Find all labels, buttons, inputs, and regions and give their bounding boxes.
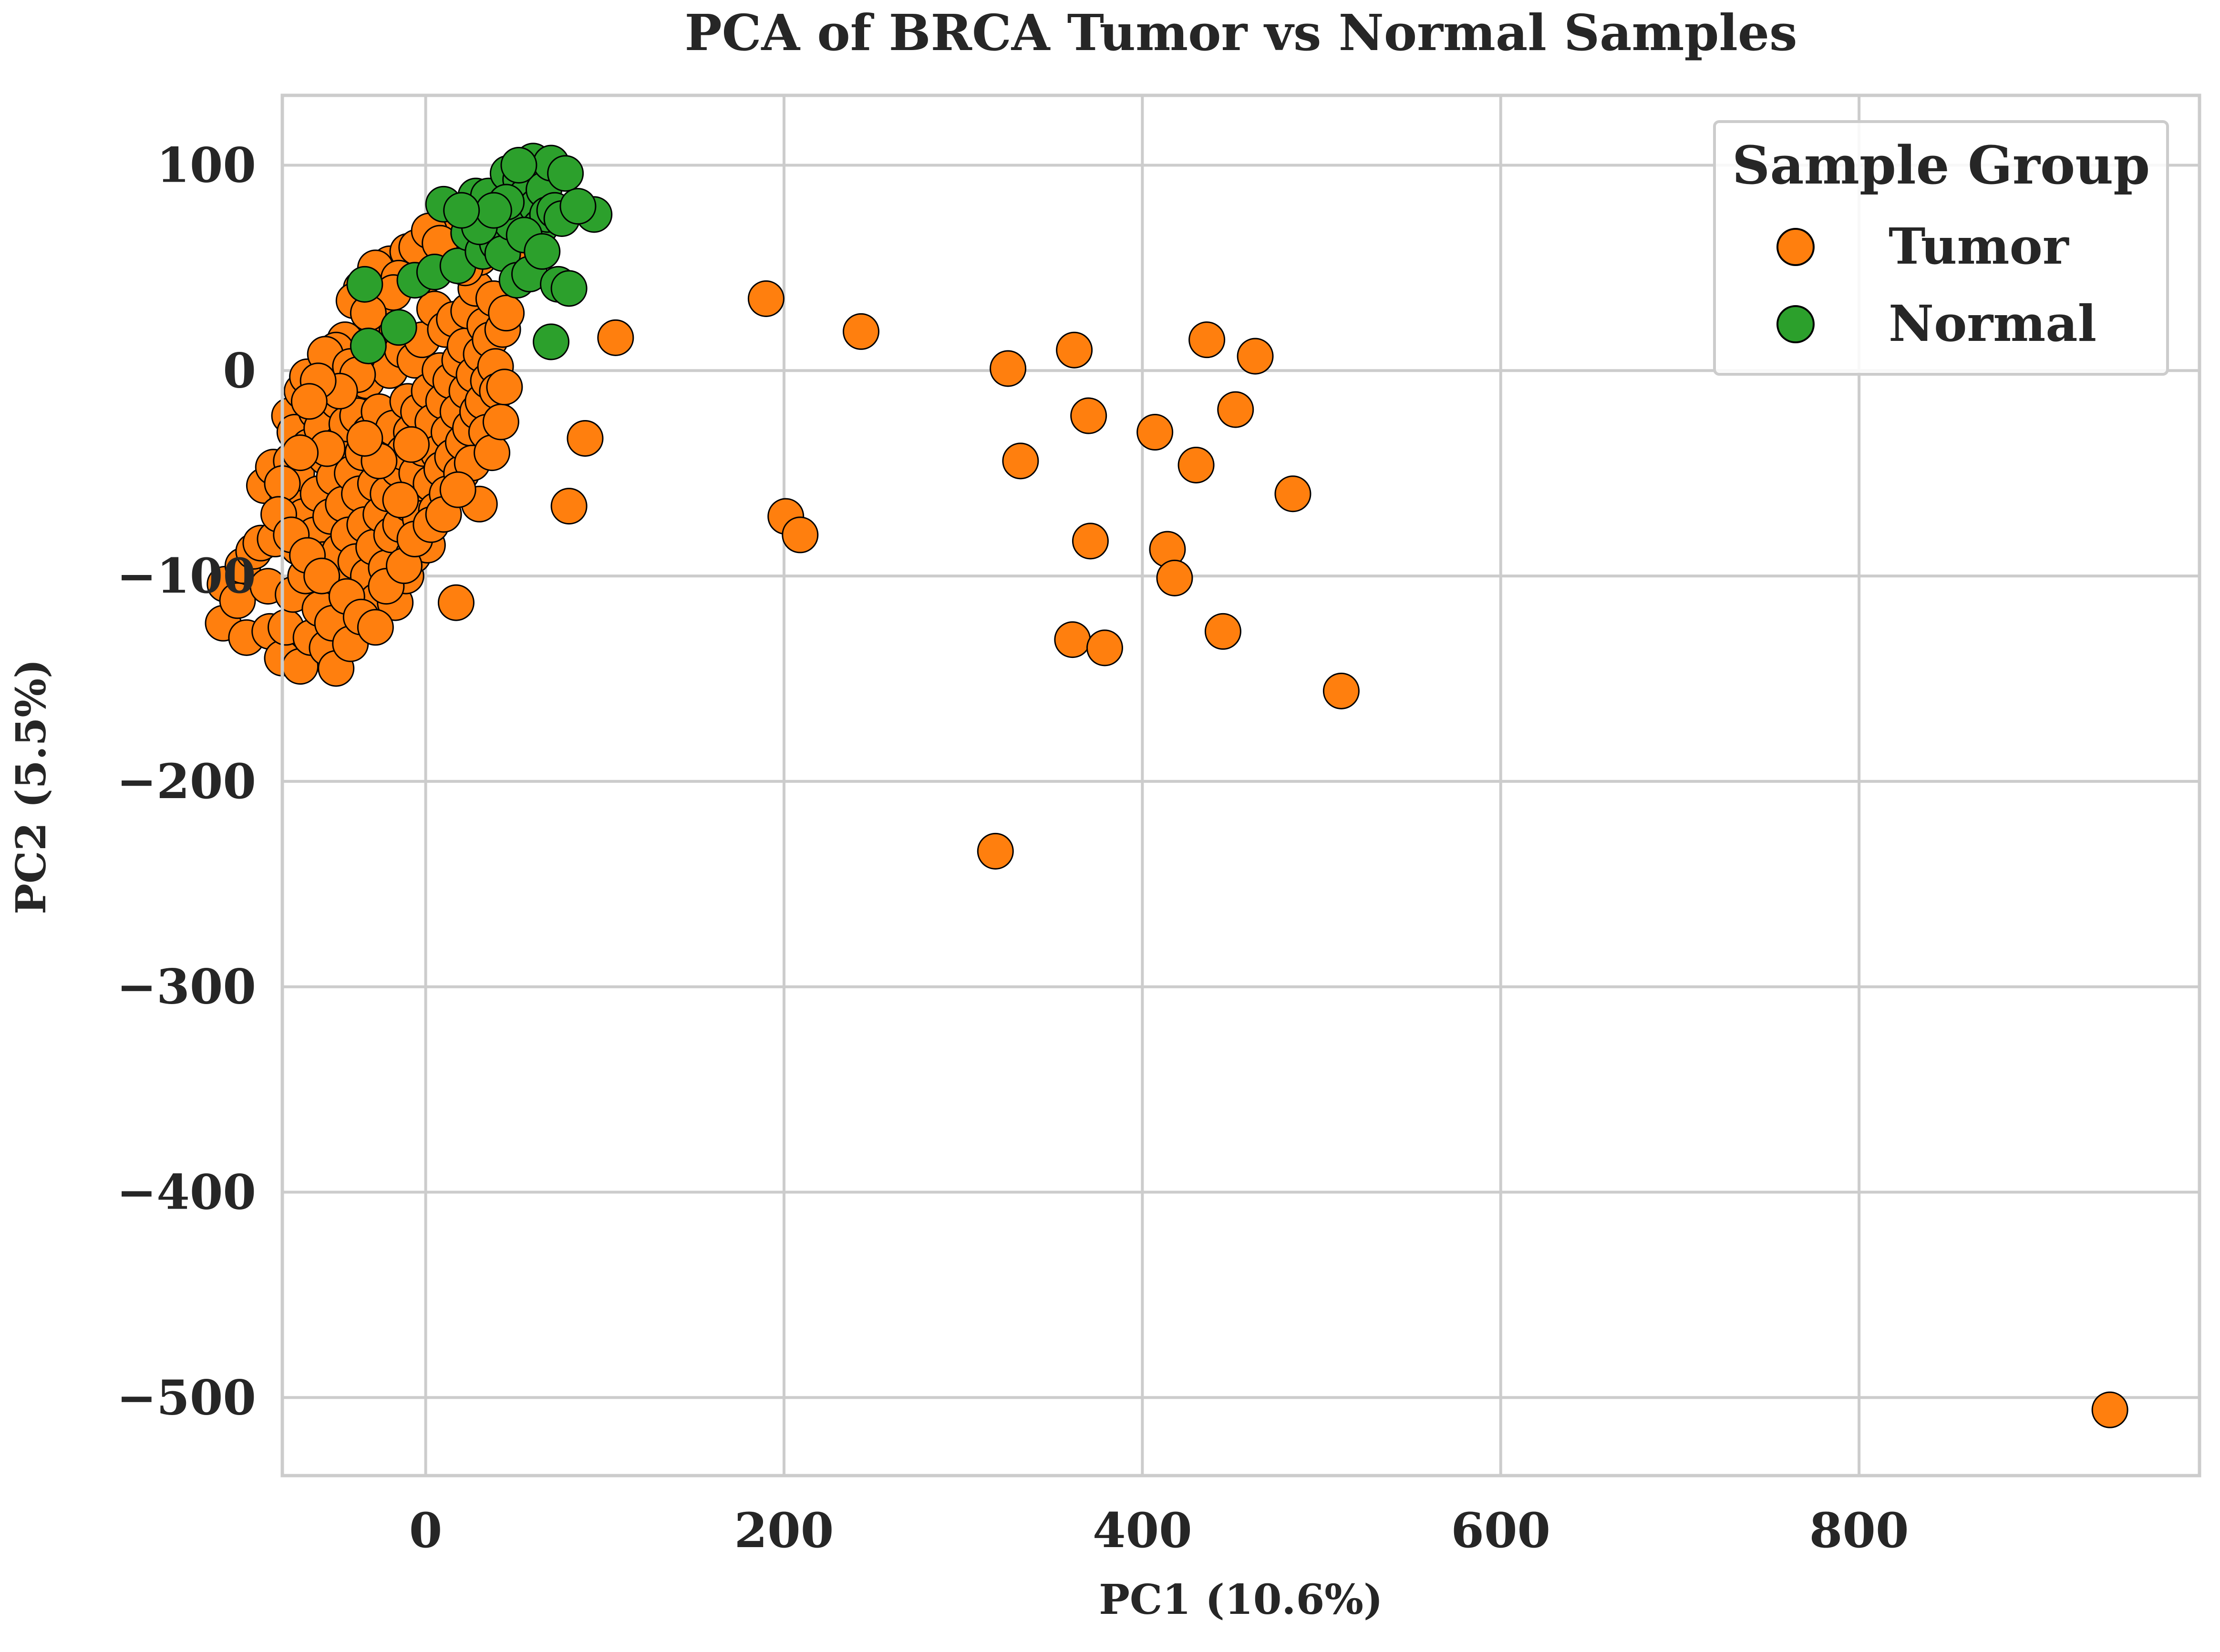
tumor-point [782, 516, 819, 554]
legend-label-tumor: Tumor [1889, 217, 2069, 276]
tumor-point [2091, 1391, 2128, 1428]
normal-point [443, 192, 480, 229]
normal-point [346, 266, 383, 303]
legend-marker-normal [1776, 305, 1815, 343]
normal-point [500, 146, 537, 184]
tumor-point [482, 403, 519, 441]
tumor-point [486, 369, 523, 406]
tumor-point [1056, 331, 1093, 369]
y-tick-label: −400 [116, 1164, 256, 1220]
tumor-point [1072, 523, 1109, 560]
tumor-point [393, 426, 430, 463]
tumor-point [597, 319, 634, 356]
tumor-point [474, 434, 511, 472]
tumor-point [1274, 475, 1311, 513]
x-tick-label: 400 [1093, 1502, 1192, 1559]
legend-label-normal: Normal [1889, 294, 2096, 353]
chart-title: PCA of BRCA Tumor vs Normal Samples [684, 3, 1797, 62]
x-tick-label: 800 [1809, 1502, 1909, 1559]
tumor-point [357, 609, 394, 646]
scatter-points [205, 143, 2128, 1428]
plot-frame [280, 93, 2201, 1478]
tumor-point [1177, 446, 1215, 483]
legend-title: Sample Group [1732, 134, 2150, 196]
tumor-point [747, 280, 785, 317]
tumor-point [1217, 391, 1254, 428]
tumor-point [382, 482, 419, 519]
tumor-point [290, 383, 328, 420]
tumor-point [977, 832, 1014, 870]
tumor-point [1070, 397, 1107, 434]
tumor-point [1054, 621, 1091, 658]
tumor-point [1002, 442, 1039, 480]
legend-marker-tumor [1776, 228, 1815, 266]
normal-point [350, 328, 387, 365]
series-tumor [205, 212, 2128, 1428]
grid-lines [282, 95, 2199, 1476]
tumor-point [1322, 672, 1360, 709]
y-tick-label: −500 [116, 1369, 256, 1426]
normal-point [550, 270, 588, 307]
normal-point [533, 323, 570, 360]
tumor-point [990, 350, 1027, 387]
tumor-point [1136, 414, 1174, 451]
y-tick-label: −200 [116, 753, 256, 810]
x-tick-label: 200 [734, 1502, 834, 1559]
tumor-point [567, 420, 604, 457]
tumor-point [303, 557, 341, 595]
tumor-point [282, 434, 319, 472]
y-tick-label: −300 [116, 959, 256, 1015]
tumor-point [1237, 338, 1274, 375]
tumor-point [488, 295, 525, 332]
tumor-point [439, 471, 476, 508]
tumor-point [1188, 321, 1226, 359]
x-axis-label: PC1 (10.6%) [1099, 1576, 1383, 1624]
normal-point [475, 192, 512, 229]
normal-point [547, 155, 584, 192]
normal-point [380, 309, 417, 346]
tumor-point [1156, 559, 1193, 596]
legend-frame [1713, 120, 2169, 376]
y-tick-label: 100 [156, 137, 256, 193]
x-tick-label: 0 [409, 1502, 443, 1559]
y-tick-label: −100 [116, 548, 256, 604]
tumor-point [1204, 613, 1241, 650]
series-normal [346, 143, 613, 365]
normal-point [559, 188, 597, 225]
tumor-point [550, 488, 588, 525]
tumor-point [437, 584, 475, 621]
tumor-point [843, 313, 880, 350]
normal-point [524, 233, 561, 270]
y-axis-label: PC2 (5.5%) [7, 659, 55, 914]
tumor-point [1086, 629, 1123, 667]
y-tick-label: 0 [223, 342, 256, 399]
tumor-point [346, 420, 383, 457]
legend: Sample Group Tumor Normal [1713, 120, 2169, 376]
x-tick-label: 600 [1451, 1502, 1550, 1559]
